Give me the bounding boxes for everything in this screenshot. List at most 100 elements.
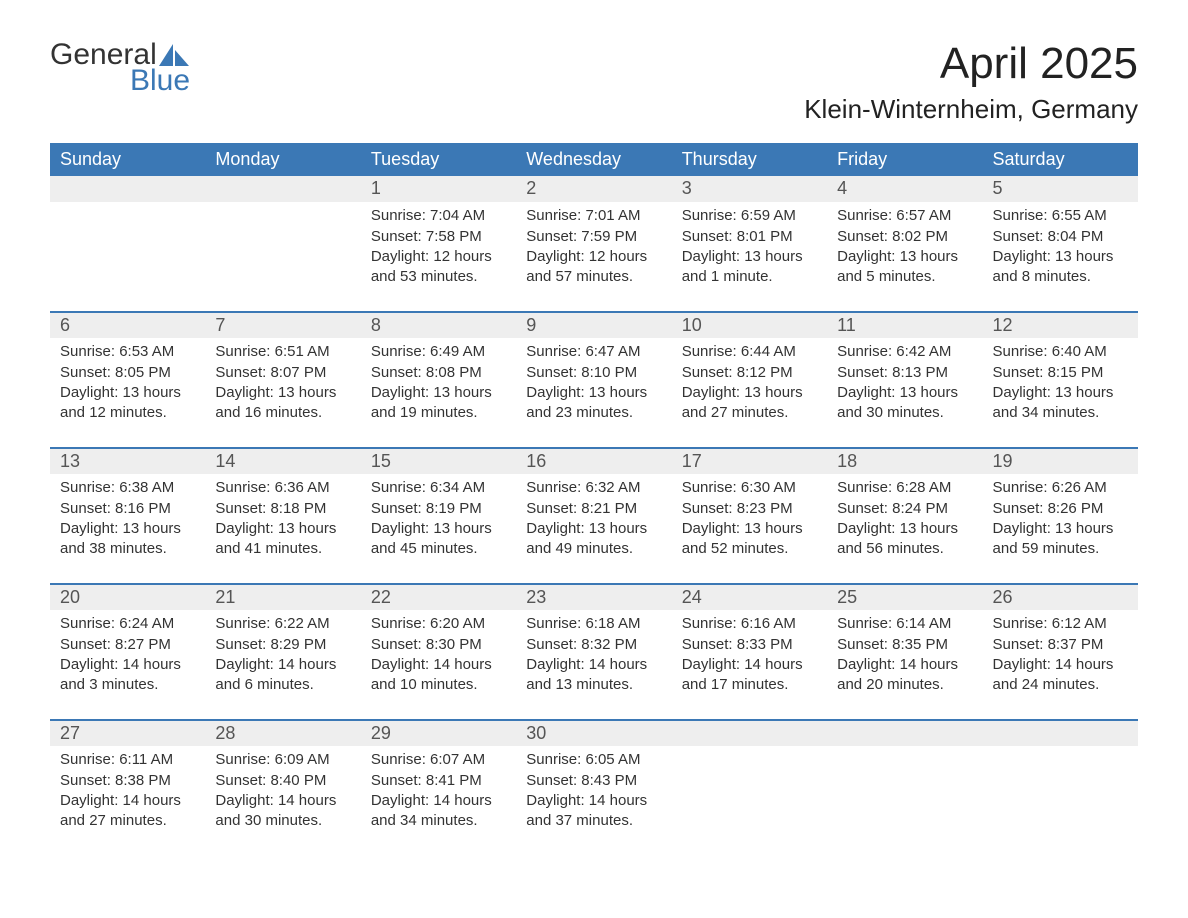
day1-text: Daylight: 14 hours	[526, 791, 661, 811]
sunset-text: Sunset: 8:15 PM	[993, 363, 1128, 383]
day-number: 27	[50, 720, 205, 746]
col-friday: Friday	[827, 143, 982, 176]
sunrise-text: Sunrise: 6:18 AM	[526, 614, 661, 634]
day2-text: and 20 minutes.	[837, 675, 972, 695]
day-content-row: Sunrise: 6:24 AMSunset: 8:27 PMDaylight:…	[50, 610, 1138, 720]
sunrise-text: Sunrise: 6:49 AM	[371, 342, 506, 362]
day-cell: Sunrise: 6:18 AMSunset: 8:32 PMDaylight:…	[516, 610, 671, 720]
sunrise-text: Sunrise: 6:12 AM	[993, 614, 1128, 634]
col-tuesday: Tuesday	[361, 143, 516, 176]
sunset-text: Sunset: 8:21 PM	[526, 499, 661, 519]
day2-text: and 17 minutes.	[682, 675, 817, 695]
sunset-text: Sunset: 8:01 PM	[682, 227, 817, 247]
day-number: 14	[205, 448, 360, 474]
sunrise-text: Sunrise: 6:51 AM	[215, 342, 350, 362]
day-number	[827, 720, 982, 746]
day2-text: and 24 minutes.	[993, 675, 1128, 695]
day-number: 7	[205, 312, 360, 338]
day-number-row: 6789101112	[50, 312, 1138, 338]
day2-text: and 57 minutes.	[526, 267, 661, 287]
day1-text: Daylight: 13 hours	[371, 519, 506, 539]
day-number: 15	[361, 448, 516, 474]
day1-text: Daylight: 13 hours	[60, 519, 195, 539]
day2-text: and 30 minutes.	[215, 811, 350, 831]
sunrise-text: Sunrise: 6:44 AM	[682, 342, 817, 362]
day-cell: Sunrise: 6:26 AMSunset: 8:26 PMDaylight:…	[983, 474, 1138, 584]
day-number: 6	[50, 312, 205, 338]
sunrise-text: Sunrise: 6:53 AM	[60, 342, 195, 362]
sunrise-text: Sunrise: 6:42 AM	[837, 342, 972, 362]
day-number: 11	[827, 312, 982, 338]
day-cell: Sunrise: 6:07 AMSunset: 8:41 PMDaylight:…	[361, 746, 516, 856]
day2-text: and 59 minutes.	[993, 539, 1128, 559]
day-content-row: Sunrise: 6:38 AMSunset: 8:16 PMDaylight:…	[50, 474, 1138, 584]
sunrise-text: Sunrise: 6:40 AM	[993, 342, 1128, 362]
day1-text: Daylight: 13 hours	[682, 247, 817, 267]
day-cell	[672, 746, 827, 856]
day1-text: Daylight: 13 hours	[837, 519, 972, 539]
sunrise-text: Sunrise: 6:47 AM	[526, 342, 661, 362]
day-number: 22	[361, 584, 516, 610]
day-cell: Sunrise: 6:20 AMSunset: 8:30 PMDaylight:…	[361, 610, 516, 720]
day1-text: Daylight: 13 hours	[371, 383, 506, 403]
day-cell: Sunrise: 6:38 AMSunset: 8:16 PMDaylight:…	[50, 474, 205, 584]
day-number: 9	[516, 312, 671, 338]
day-number: 5	[983, 176, 1138, 202]
day2-text: and 3 minutes.	[60, 675, 195, 695]
day-cell: Sunrise: 6:59 AMSunset: 8:01 PMDaylight:…	[672, 202, 827, 312]
day1-text: Daylight: 13 hours	[215, 519, 350, 539]
day-cell: Sunrise: 6:42 AMSunset: 8:13 PMDaylight:…	[827, 338, 982, 448]
day1-text: Daylight: 14 hours	[993, 655, 1128, 675]
day-cell	[50, 202, 205, 312]
day-number: 4	[827, 176, 982, 202]
day1-text: Daylight: 12 hours	[371, 247, 506, 267]
sunrise-text: Sunrise: 6:16 AM	[682, 614, 817, 634]
day1-text: Daylight: 14 hours	[215, 791, 350, 811]
day2-text: and 5 minutes.	[837, 267, 972, 287]
day-cell: Sunrise: 6:24 AMSunset: 8:27 PMDaylight:…	[50, 610, 205, 720]
day-number-row: 20212223242526	[50, 584, 1138, 610]
day-number: 23	[516, 584, 671, 610]
sunrise-text: Sunrise: 6:05 AM	[526, 750, 661, 770]
day1-text: Daylight: 14 hours	[837, 655, 972, 675]
day1-text: Daylight: 13 hours	[682, 519, 817, 539]
day-number: 21	[205, 584, 360, 610]
day2-text: and 30 minutes.	[837, 403, 972, 423]
day2-text: and 37 minutes.	[526, 811, 661, 831]
sunrise-text: Sunrise: 7:04 AM	[371, 206, 506, 226]
sunset-text: Sunset: 8:10 PM	[526, 363, 661, 383]
day-number: 19	[983, 448, 1138, 474]
sunrise-text: Sunrise: 6:55 AM	[993, 206, 1128, 226]
day-cell: Sunrise: 6:28 AMSunset: 8:24 PMDaylight:…	[827, 474, 982, 584]
day1-text: Daylight: 14 hours	[60, 655, 195, 675]
sunset-text: Sunset: 8:13 PM	[837, 363, 972, 383]
day-number: 8	[361, 312, 516, 338]
day-number: 26	[983, 584, 1138, 610]
day-number: 17	[672, 448, 827, 474]
col-monday: Monday	[205, 143, 360, 176]
day1-text: Daylight: 14 hours	[215, 655, 350, 675]
day2-text: and 6 minutes.	[215, 675, 350, 695]
sunset-text: Sunset: 8:07 PM	[215, 363, 350, 383]
day-cell	[205, 202, 360, 312]
sunset-text: Sunset: 8:08 PM	[371, 363, 506, 383]
sunset-text: Sunset: 8:41 PM	[371, 771, 506, 791]
sunset-text: Sunset: 8:33 PM	[682, 635, 817, 655]
day-number-row: 13141516171819	[50, 448, 1138, 474]
day1-text: Daylight: 14 hours	[682, 655, 817, 675]
sunrise-text: Sunrise: 6:11 AM	[60, 750, 195, 770]
day-cell: Sunrise: 6:32 AMSunset: 8:21 PMDaylight:…	[516, 474, 671, 584]
sunset-text: Sunset: 7:58 PM	[371, 227, 506, 247]
col-sunday: Sunday	[50, 143, 205, 176]
day-cell	[983, 746, 1138, 856]
sunset-text: Sunset: 8:23 PM	[682, 499, 817, 519]
day2-text: and 27 minutes.	[60, 811, 195, 831]
sunrise-text: Sunrise: 6:36 AM	[215, 478, 350, 498]
day2-text: and 8 minutes.	[993, 267, 1128, 287]
day1-text: Daylight: 14 hours	[371, 655, 506, 675]
sunset-text: Sunset: 8:12 PM	[682, 363, 817, 383]
day-cell: Sunrise: 6:11 AMSunset: 8:38 PMDaylight:…	[50, 746, 205, 856]
day-cell: Sunrise: 6:05 AMSunset: 8:43 PMDaylight:…	[516, 746, 671, 856]
day-cell: Sunrise: 6:12 AMSunset: 8:37 PMDaylight:…	[983, 610, 1138, 720]
sunrise-text: Sunrise: 6:22 AM	[215, 614, 350, 634]
